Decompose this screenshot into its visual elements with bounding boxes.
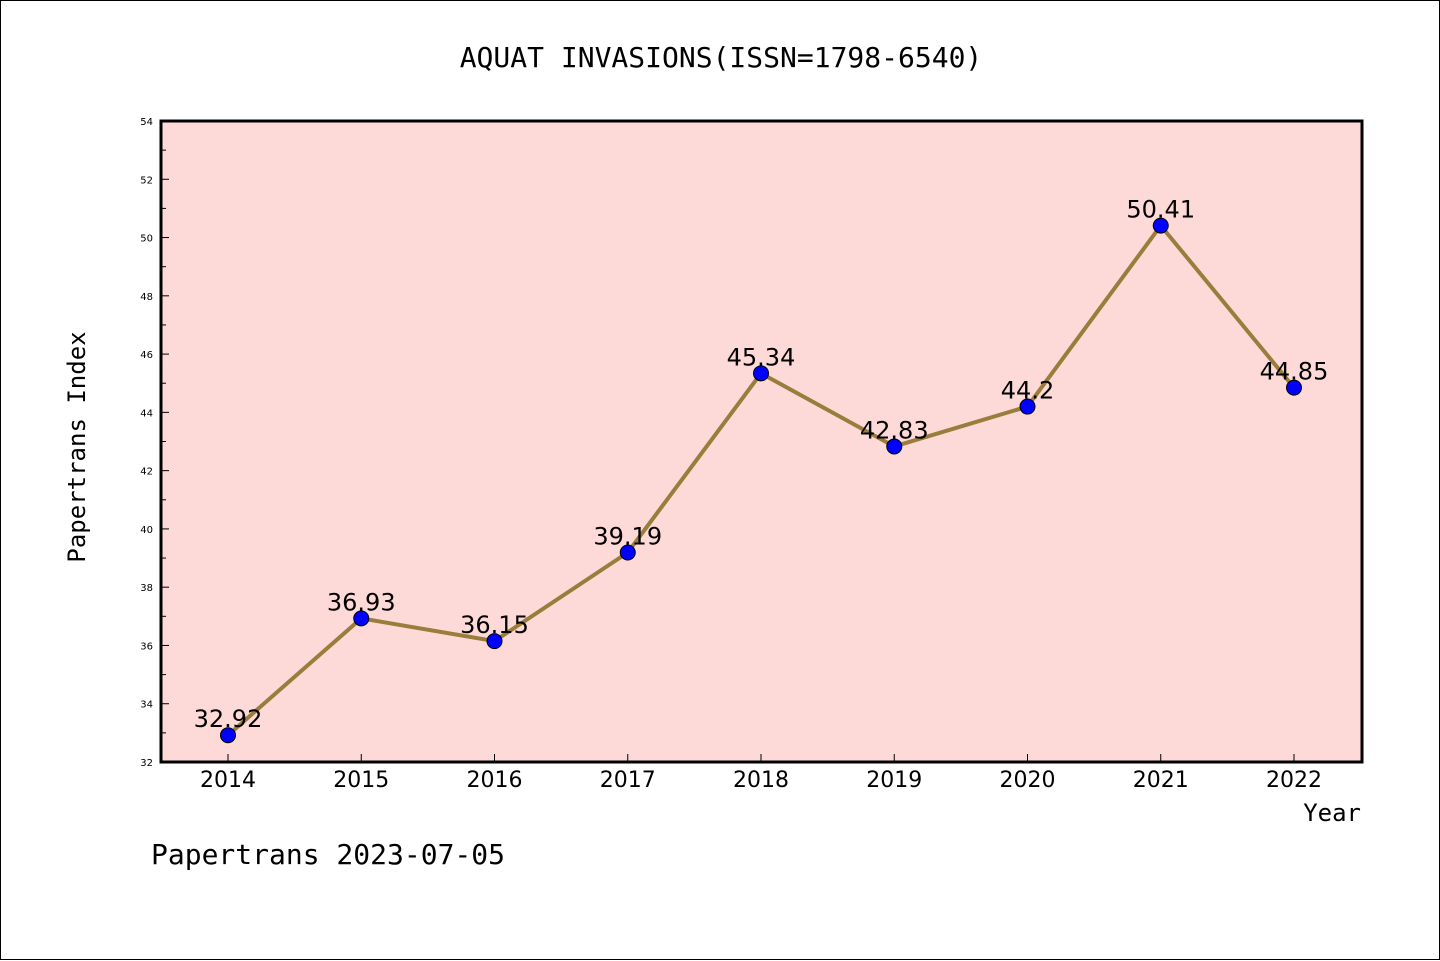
data-point <box>1152 217 1169 234</box>
x-tick-label: 2018 <box>733 768 789 793</box>
y-tick-label: 44 <box>140 408 153 419</box>
data-point <box>220 727 236 744</box>
data-label: 32.92 <box>194 705 263 733</box>
data-label: 44.85 <box>1260 358 1329 386</box>
data-point <box>1286 379 1302 396</box>
y-tick-label: 38 <box>140 583 153 594</box>
x-tick-label: 2021 <box>1133 768 1189 793</box>
data-point <box>886 438 903 455</box>
x-tick-label: 2014 <box>200 768 256 793</box>
series-line <box>220 217 1302 744</box>
data-labels: 32.92 36.93 36.15 39.19 45.34 42.83 44.2 50.41 4… <box>194 196 1329 734</box>
y-tick-label: 48 <box>140 292 153 303</box>
x-tick-label: 2016 <box>467 768 523 793</box>
y-tick-label: 46 <box>140 350 153 361</box>
x-axis-title: Year <box>1303 799 1361 827</box>
data-point <box>486 633 503 650</box>
data-point <box>753 365 769 382</box>
x-tick-label: 2022 <box>1266 768 1322 793</box>
data-label: 44.2 <box>1001 377 1054 405</box>
data-label: 36.15 <box>460 611 529 639</box>
x-tick-label: 2017 <box>600 768 656 793</box>
y-tick-label: 52 <box>140 175 153 186</box>
data-label: 39.19 <box>593 523 662 551</box>
data-label: 45.34 <box>727 343 796 371</box>
data-point <box>619 544 636 561</box>
y-tick-label: 42 <box>140 467 153 478</box>
data-label: 50.41 <box>1126 196 1195 224</box>
x-tick-label: 2015 <box>333 768 389 793</box>
x-tick-label: 2020 <box>1000 768 1056 793</box>
y-axis-title: Papertrans Index <box>63 331 91 562</box>
y-tick-label: 54 <box>140 117 153 128</box>
y-tick-label: 34 <box>140 700 153 711</box>
footer-credit: Papertrans 2023-07-05 <box>151 838 505 871</box>
y-tick-label: 40 <box>140 525 153 536</box>
data-label: 36.93 <box>327 588 396 616</box>
data-point <box>353 610 370 627</box>
y-tick-label: 50 <box>140 234 153 245</box>
data-label: 42.83 <box>860 416 929 444</box>
chart-title: AQUAT INVASIONS(ISSN=1798-6540) <box>460 41 983 74</box>
x-axis: 2014 2015 2016 2017 2018 2019 2020 2021 2022 <box>200 754 1322 793</box>
y-tick-label: 32 <box>140 758 153 769</box>
y-axis: 32 34 36 38 40 42 44 46 48 50 52 54 <box>140 117 169 769</box>
data-point <box>1019 398 1036 415</box>
y-tick-label: 36 <box>140 641 153 652</box>
x-tick-label: 2019 <box>866 768 922 793</box>
